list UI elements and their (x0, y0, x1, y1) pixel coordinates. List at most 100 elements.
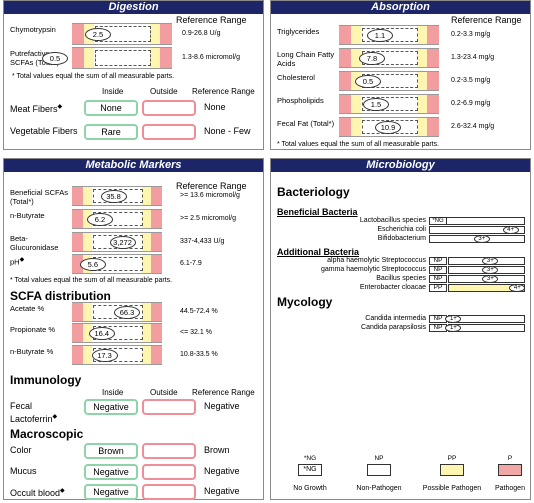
test-label: n-Butyrate % (10, 347, 54, 356)
inside-result: Rare (84, 124, 138, 140)
gauge: 5.6 (72, 254, 162, 274)
reference-range: Negative (204, 401, 240, 411)
column-header: Reference Range (176, 181, 247, 191)
inside-result: Negative (84, 399, 138, 415)
gauge-zone (150, 24, 160, 44)
gauge-zone (339, 49, 351, 67)
organism-name: Candida intermedia (365, 315, 426, 322)
flag: ◆ (57, 104, 63, 110)
value-marker: 17.3 (91, 349, 118, 362)
qual-label: Fecal Lactoferrin◆ (10, 401, 58, 424)
gauge-zone (151, 187, 162, 205)
test-label: n-Butyrate (10, 211, 45, 220)
value-marker: 0.5 (355, 75, 381, 88)
column-header: Reference Range (176, 15, 247, 25)
reference-range: 0.9-26.8 U/g (182, 30, 221, 37)
column-header: Reference Range (451, 15, 522, 25)
outside-result (142, 124, 196, 140)
note: * Total values equal the sum of all meas… (10, 277, 173, 284)
gauge-zone (150, 48, 160, 68)
outside-result (142, 443, 196, 459)
result-marker: 4+ (502, 226, 519, 234)
qual-label: Vegetable Fibers (10, 126, 78, 136)
gauge-zone (142, 210, 152, 228)
gauge-zone (142, 187, 152, 205)
organism-name: alpha haemolytic Streptococcus (327, 257, 426, 264)
gauge-zone (72, 187, 83, 205)
gauge-zone (351, 118, 361, 136)
panel: Digestion Reference Range Chymotrypsin 2.5 0… (3, 0, 264, 150)
flag: ◆ (60, 488, 65, 494)
gauge-zone (427, 49, 439, 67)
outside-result (142, 484, 196, 500)
test-label: Chymotrypsin (10, 25, 56, 34)
gauge-zone (417, 118, 427, 136)
reference-range: 0.2-3.3 mg/g (451, 31, 491, 38)
gauge-zone (427, 26, 439, 44)
legend-label: Pathogen (495, 485, 525, 492)
qual-label: Mucus (10, 466, 37, 476)
gauge-zone (72, 210, 83, 228)
test-label: Cholesterol (277, 73, 315, 82)
gauge-zone (84, 48, 94, 68)
outside-result (142, 399, 196, 415)
gauge-zone (142, 255, 152, 273)
value-marker: 3,272 (109, 236, 136, 249)
gauge-zone (339, 118, 351, 136)
organism-name: Enterobacter cloacae (359, 284, 426, 291)
reference-range: 2.6-32.4 mg/g (451, 123, 495, 130)
gauge-zone (82, 233, 92, 251)
legend-code: NP (374, 455, 384, 462)
gauge-zone (72, 324, 83, 342)
reference-range: >= 2.5 micromol/g (180, 215, 237, 222)
inside-result: Brown (84, 443, 138, 459)
organism-name: gamma haemolytic Streptococcus (320, 266, 426, 273)
organism-name: Candida parapsilosis (361, 324, 426, 331)
gauge-zone (339, 95, 351, 113)
gauge-zone (151, 233, 162, 251)
organism-name: Lactobacillus species (359, 217, 426, 224)
gauge-zone (417, 72, 427, 90)
result-marker: 3+ (473, 235, 490, 243)
gauge: 6.2 (72, 209, 162, 229)
column-header: Inside (102, 388, 124, 397)
subheading: Beneficial Bacteria (277, 207, 358, 217)
result-marker: 3+ (482, 275, 499, 283)
gauge-zone (72, 255, 83, 273)
flag: ◆ (19, 257, 25, 263)
gauge: 0.5 (42, 47, 172, 69)
result-bar (429, 226, 525, 234)
note: * Total values equal the sum of all meas… (277, 141, 440, 148)
gauge: 2.5 (72, 23, 172, 45)
gauge-zone (151, 346, 162, 364)
gauge-zone (142, 324, 152, 342)
panel-title: Microbiology (271, 159, 530, 172)
gauge: 3,272 (72, 232, 162, 252)
test-label: Phospholipids (277, 96, 324, 105)
section-heading: Bacteriology (277, 185, 350, 199)
gauge-zone (142, 303, 152, 321)
class-box: NP (429, 275, 447, 283)
legend-label: No Growth (293, 485, 327, 492)
gauge-zone (72, 346, 83, 364)
legend-label: Non-Pathogen (356, 485, 402, 492)
column-header: Reference Range (192, 87, 255, 96)
reference-range: 1.3-23.4 mg/g (451, 54, 495, 61)
gauge-zone (351, 95, 361, 113)
gauge: 7.8 (339, 48, 439, 68)
reference-range: Negative (204, 486, 240, 496)
reference-range: Negative (204, 466, 240, 476)
test-label: Putrefactive SCFAs (Total*) (10, 49, 60, 67)
gauge-zone (82, 187, 92, 205)
section-heading: SCFA distribution (10, 289, 111, 303)
panel: Absorption Reference Range Triglycerides 1.… (270, 0, 531, 150)
reference-range: 10.8-33.5 % (180, 351, 218, 358)
test-label: Acetate % (10, 304, 45, 313)
panel-title: Digestion (4, 1, 263, 14)
value-marker: 1.1 (367, 29, 393, 42)
gauge-zone (151, 303, 162, 321)
gauge-zone (82, 346, 92, 364)
class-box: NP (429, 266, 447, 274)
legend-code: P (507, 455, 513, 462)
value-marker: 10.9 (375, 121, 401, 134)
